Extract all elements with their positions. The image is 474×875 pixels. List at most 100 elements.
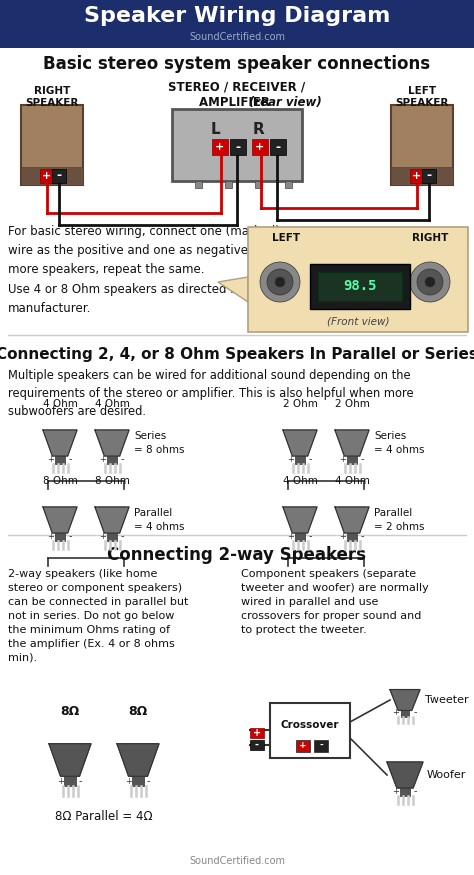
Bar bbox=[172, 109, 302, 181]
Text: Multiple speakers can be wired for additional sound depending on the
requirement: Multiple speakers can be wired for addit… bbox=[8, 369, 414, 418]
Text: +: + bbox=[392, 708, 400, 717]
Bar bbox=[108, 456, 117, 464]
Bar bbox=[230, 139, 246, 155]
Text: R: R bbox=[253, 122, 265, 136]
Bar bbox=[285, 181, 292, 188]
Text: 2-way speakers (like home
stereo or component speakers)
can be connected in para: 2-way speakers (like home stereo or comp… bbox=[8, 569, 188, 663]
Text: SoundCertified.com: SoundCertified.com bbox=[189, 32, 285, 42]
Bar bbox=[422, 169, 436, 183]
Text: Speaker Wiring Diagram: Speaker Wiring Diagram bbox=[84, 6, 390, 26]
Text: +: + bbox=[100, 455, 107, 464]
Text: RIGHT
SPEAKER: RIGHT SPEAKER bbox=[25, 86, 79, 108]
Bar bbox=[310, 264, 410, 309]
Polygon shape bbox=[390, 690, 420, 710]
Text: Basic stereo system speaker connections: Basic stereo system speaker connections bbox=[44, 55, 430, 73]
Circle shape bbox=[275, 277, 285, 287]
Bar bbox=[400, 788, 410, 796]
Text: 2 Ohm: 2 Ohm bbox=[335, 399, 369, 409]
Circle shape bbox=[260, 262, 300, 302]
Polygon shape bbox=[283, 507, 317, 533]
Bar bbox=[255, 181, 262, 188]
Bar bbox=[295, 456, 305, 464]
Text: -: - bbox=[275, 141, 281, 153]
Text: 4 Ohm: 4 Ohm bbox=[94, 399, 129, 409]
Bar bbox=[252, 139, 268, 155]
Text: +: + bbox=[339, 532, 346, 541]
Text: Crossover: Crossover bbox=[281, 720, 339, 730]
Bar bbox=[132, 776, 144, 787]
Text: -: - bbox=[146, 776, 150, 787]
Text: Woofer: Woofer bbox=[427, 770, 466, 780]
Bar bbox=[52, 169, 66, 183]
Text: -: - bbox=[319, 741, 323, 750]
Bar bbox=[248, 227, 468, 332]
Text: 8Ω Parallel = 4Ω: 8Ω Parallel = 4Ω bbox=[55, 810, 153, 823]
Bar bbox=[212, 139, 228, 155]
Text: -: - bbox=[68, 454, 72, 464]
Polygon shape bbox=[335, 430, 369, 456]
Text: 4 Ohm: 4 Ohm bbox=[335, 476, 369, 486]
Text: -: - bbox=[120, 531, 124, 541]
Bar bbox=[391, 105, 453, 185]
Text: -: - bbox=[360, 454, 364, 464]
Polygon shape bbox=[95, 430, 129, 456]
Text: +: + bbox=[47, 532, 55, 541]
Text: -: - bbox=[120, 454, 124, 464]
Text: 8Ω: 8Ω bbox=[60, 705, 80, 718]
Text: 8Ω: 8Ω bbox=[128, 705, 147, 718]
Text: AMPLIFIER: AMPLIFIER bbox=[200, 96, 274, 109]
Bar bbox=[270, 703, 350, 758]
Text: 8 Ohm: 8 Ohm bbox=[94, 476, 129, 486]
Text: SoundCertified.com: SoundCertified.com bbox=[189, 856, 285, 866]
Text: -: - bbox=[308, 531, 312, 541]
Circle shape bbox=[410, 262, 450, 302]
Polygon shape bbox=[218, 277, 248, 302]
Text: +: + bbox=[288, 455, 294, 464]
Text: -: - bbox=[427, 170, 431, 183]
Text: -: - bbox=[56, 170, 62, 183]
Text: +: + bbox=[392, 787, 400, 796]
Polygon shape bbox=[43, 430, 77, 456]
Text: +: + bbox=[42, 171, 52, 181]
Text: Use 4 or 8 Ohm speakers as directed by the
manufacturer.: Use 4 or 8 Ohm speakers as directed by t… bbox=[8, 283, 268, 315]
Bar bbox=[391, 167, 453, 185]
Bar bbox=[64, 776, 76, 787]
Text: +: + bbox=[339, 455, 346, 464]
Circle shape bbox=[417, 269, 443, 295]
Text: Connecting 2, 4, or 8 Ohm Speakers In Parallel or Series: Connecting 2, 4, or 8 Ohm Speakers In Pa… bbox=[0, 347, 474, 362]
Text: 4 Ohm: 4 Ohm bbox=[283, 476, 318, 486]
Text: LEFT: LEFT bbox=[272, 233, 300, 243]
Bar bbox=[270, 139, 286, 155]
Bar bbox=[250, 728, 264, 738]
Polygon shape bbox=[283, 430, 317, 456]
Text: -: - bbox=[78, 776, 82, 787]
Bar bbox=[108, 533, 117, 541]
Bar bbox=[55, 533, 64, 541]
Text: 8 Ohm: 8 Ohm bbox=[43, 476, 77, 486]
Text: -: - bbox=[413, 707, 417, 717]
Text: -: - bbox=[308, 454, 312, 464]
Text: -: - bbox=[413, 786, 417, 796]
Bar bbox=[410, 169, 424, 183]
Text: Parallel
= 2 ohms: Parallel = 2 ohms bbox=[374, 508, 425, 532]
Bar bbox=[347, 533, 356, 541]
Polygon shape bbox=[387, 762, 423, 788]
Text: Connecting 2-way Speakers: Connecting 2-way Speakers bbox=[108, 546, 366, 564]
Text: +: + bbox=[253, 728, 261, 738]
Bar bbox=[347, 456, 356, 464]
Bar bbox=[314, 739, 328, 752]
Text: 2 Ohm: 2 Ohm bbox=[283, 399, 318, 409]
Text: +: + bbox=[412, 171, 422, 181]
Bar bbox=[40, 169, 54, 183]
Text: -: - bbox=[255, 740, 259, 750]
Bar bbox=[250, 740, 264, 750]
Polygon shape bbox=[49, 744, 91, 776]
Text: 4 Ohm: 4 Ohm bbox=[43, 399, 77, 409]
Bar bbox=[225, 181, 232, 188]
Polygon shape bbox=[117, 744, 159, 776]
Bar bbox=[318, 272, 402, 301]
Text: -: - bbox=[236, 141, 241, 153]
Text: Series
= 8 ohms: Series = 8 ohms bbox=[134, 431, 184, 455]
Text: STEREO / RECEIVER /: STEREO / RECEIVER / bbox=[168, 80, 306, 93]
Text: +: + bbox=[288, 532, 294, 541]
